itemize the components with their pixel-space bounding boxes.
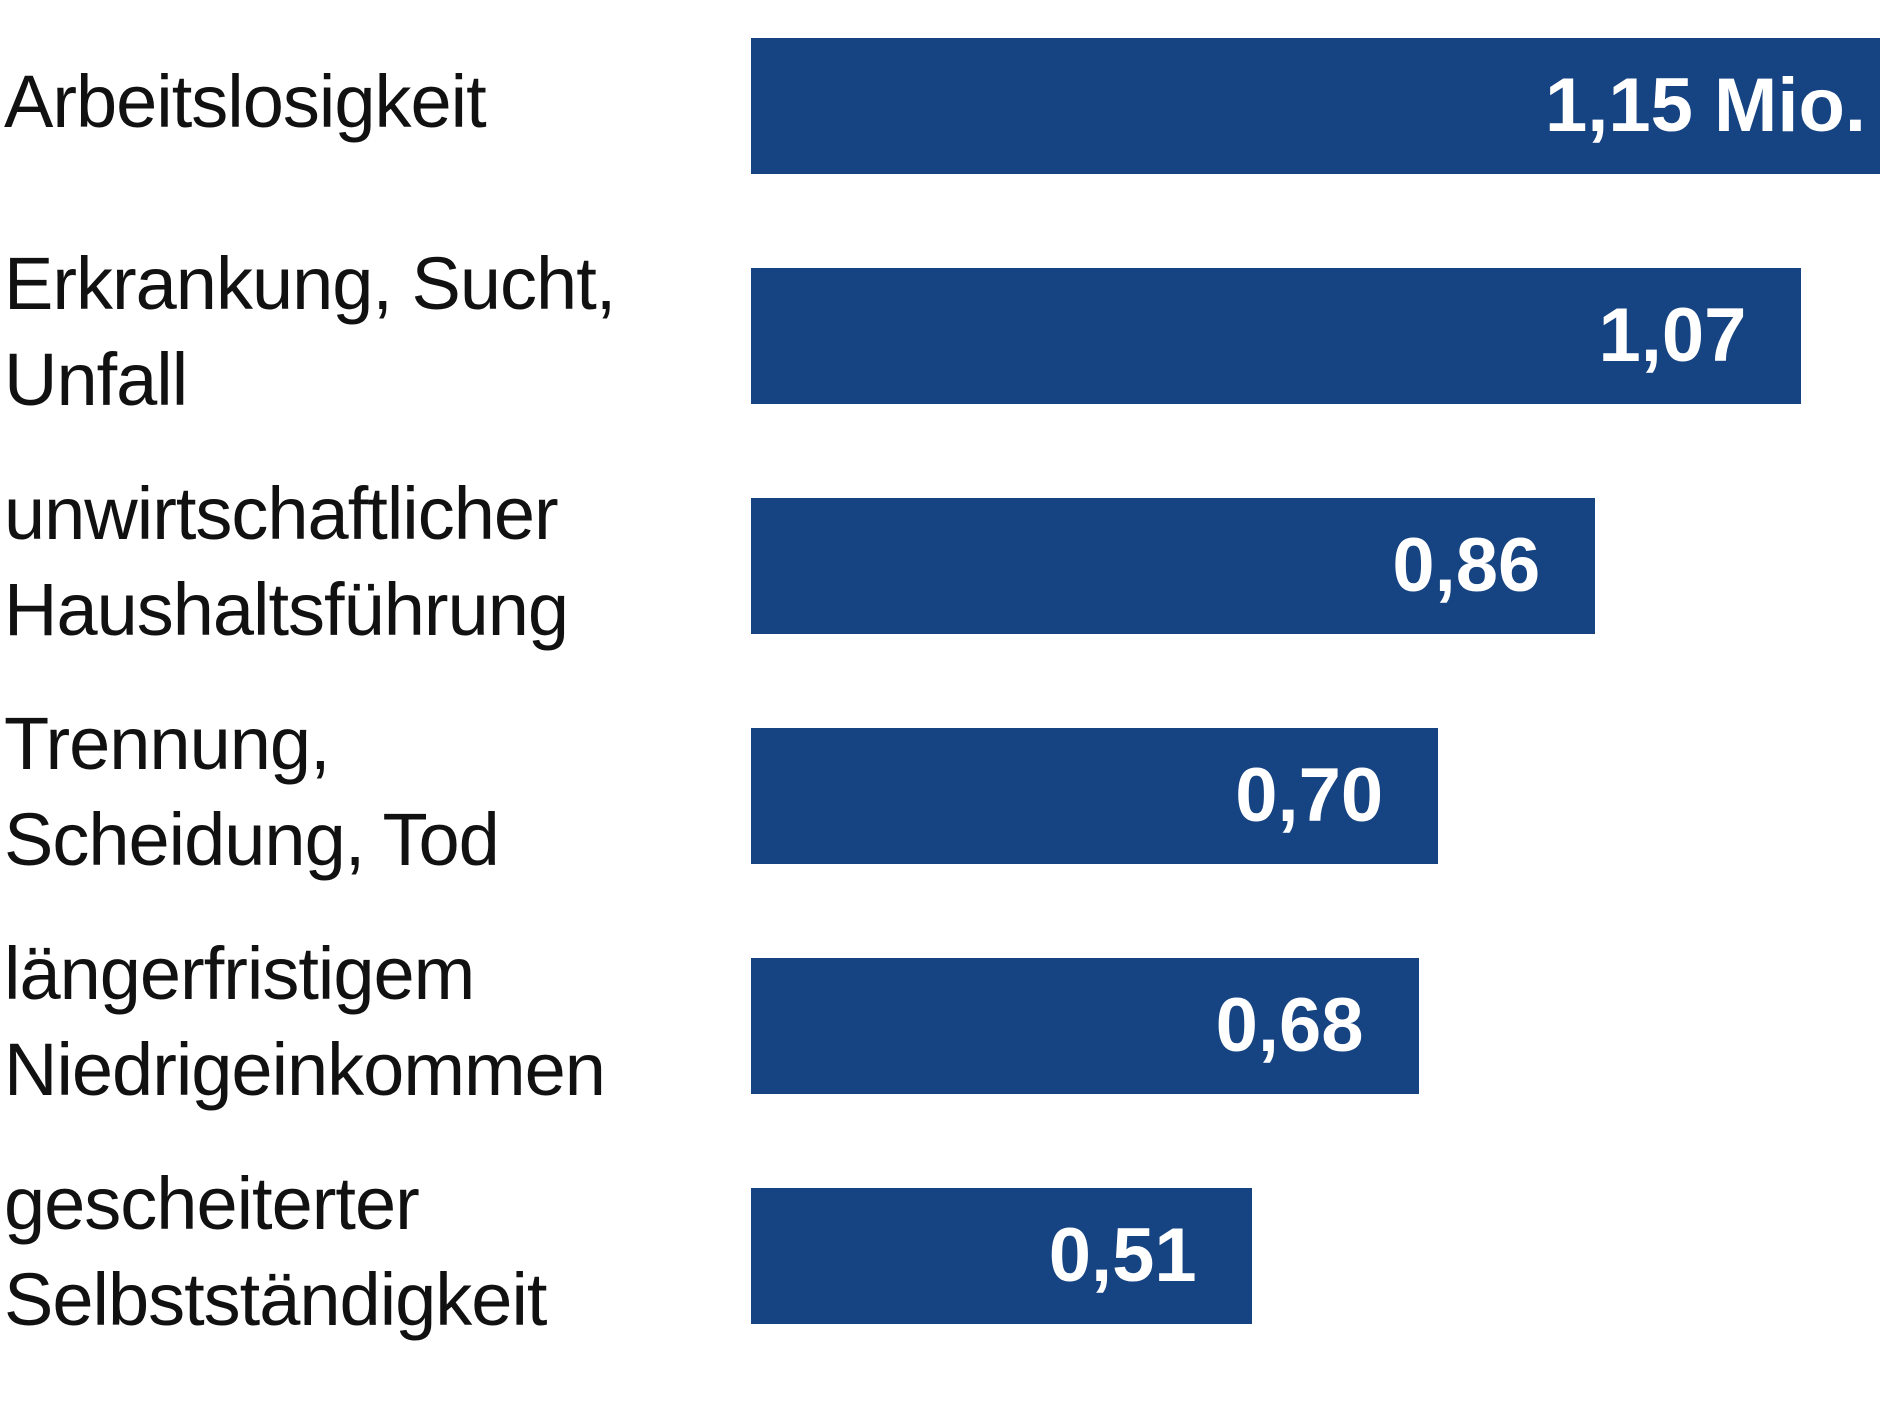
category-label-line: Scheidung, Tod: [4, 798, 500, 881]
value-label: 0,86: [1392, 523, 1541, 608]
bar: 0,68: [751, 958, 1419, 1094]
category-label: Trennung, Scheidung, Tod: [4, 696, 500, 888]
category-label: unwirtschaftlicher Haushaltsführung: [4, 466, 569, 658]
bar: 0,51: [751, 1188, 1252, 1324]
category-label: Erkrankung, Sucht, Unfall: [4, 236, 616, 428]
category-label-line: Niedrigeinkommen: [4, 1028, 606, 1111]
value-label: 0,51: [1048, 1213, 1197, 1298]
bar: 1,07: [751, 268, 1802, 404]
category-label-line: gescheiterter: [4, 1162, 420, 1245]
category-label-line: Unfall: [4, 338, 188, 421]
category-label: Arbeitslosigkeit: [4, 54, 487, 150]
bar: 0,86: [751, 498, 1596, 634]
category-label-line: Selbstständigkeit: [4, 1258, 547, 1341]
category-label: längerfristigem Niedrigeinkommen: [4, 926, 606, 1118]
category-label-line: unwirtschaftlicher: [4, 472, 559, 555]
category-label-line: Erkrankung, Sucht,: [4, 242, 616, 325]
category-label-line: Arbeitslosigkeit: [4, 60, 487, 143]
bar: 1,15 Mio.: [751, 38, 1880, 174]
bar: 0,70: [751, 728, 1439, 864]
value-label: 0,68: [1215, 983, 1364, 1068]
value-label: 1,15 Mio.: [1545, 63, 1866, 148]
category-label-line: Haushaltsführung: [4, 568, 569, 651]
category-label-line: längerfristigem: [4, 932, 475, 1015]
category-label: gescheiterter Selbstständigkeit: [4, 1156, 547, 1348]
category-label-line: Trennung,: [4, 702, 331, 785]
value-label: 0,70: [1235, 753, 1384, 838]
value-label: 1,07: [1598, 293, 1747, 378]
